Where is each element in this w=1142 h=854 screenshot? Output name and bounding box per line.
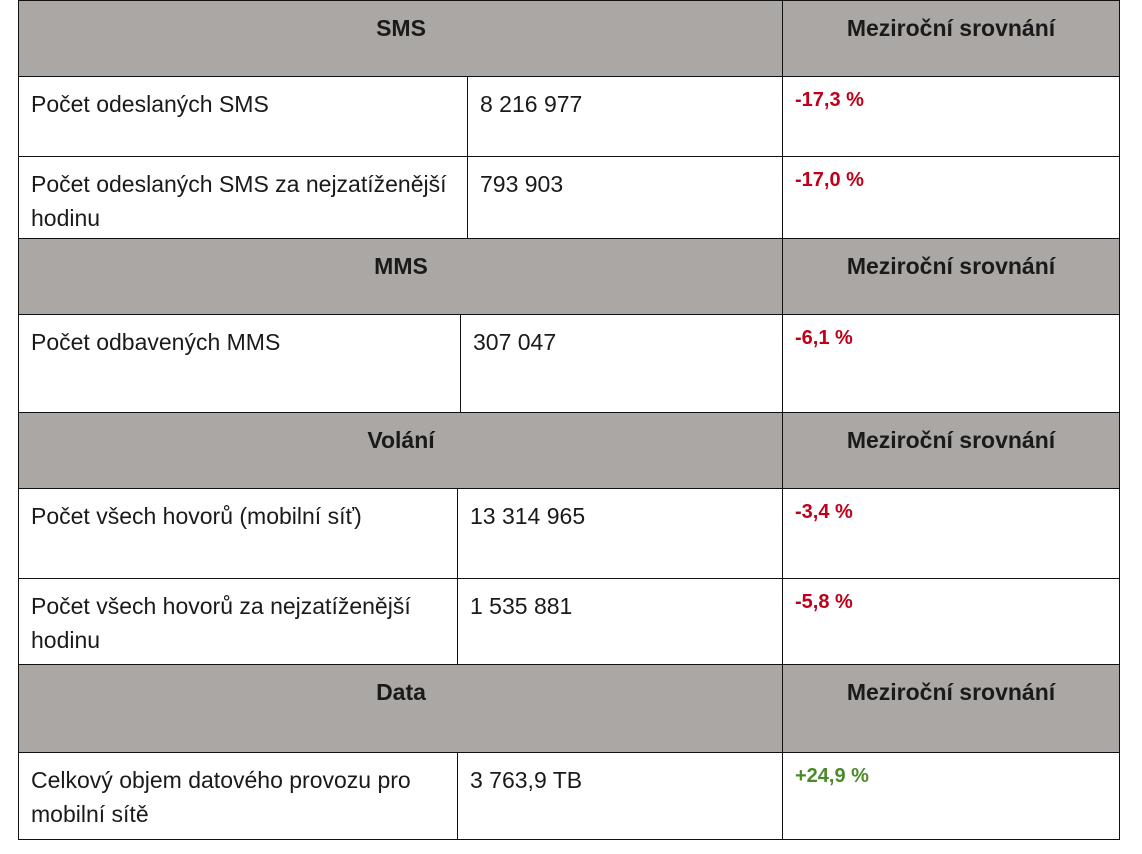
row-change: -3,4 % xyxy=(795,501,853,523)
section-title: Data xyxy=(376,679,426,705)
row-change: -17,3 % xyxy=(795,89,864,111)
compare-header: Meziroční srovnání xyxy=(846,15,1056,41)
row-value: 1 535 881 xyxy=(470,593,573,619)
row-change: -5,8 % xyxy=(795,591,853,613)
row-label: Celkový objem datového provozu pro mobil… xyxy=(31,767,411,827)
section-title: Volání xyxy=(367,427,435,453)
table-row: Počet všech hovorů za nejzatíženější hod… xyxy=(18,578,1120,666)
section-header-volani: Volání Meziroční srovnání xyxy=(18,412,1120,490)
table-row: Počet všech hovorů (mobilní síť) 13 314 … xyxy=(18,488,1120,580)
row-label: Počet všech hovorů za nejzatíženější hod… xyxy=(31,593,411,653)
table-row: Počet odeslaných SMS za nejzatíženější h… xyxy=(18,156,1120,240)
row-label: Počet odbavených MMS xyxy=(31,329,281,355)
table-row: Celkový objem datového provozu pro mobil… xyxy=(18,752,1120,840)
row-change: +24,9 % xyxy=(795,765,869,787)
row-value: 13 314 965 xyxy=(470,503,586,529)
table-row: Počet odbavených MMS 307 047 -6,1 % xyxy=(18,314,1120,414)
row-value: 793 903 xyxy=(480,171,564,197)
compare-header: Meziroční srovnání xyxy=(846,679,1056,705)
row-label: Počet odeslaných SMS za nejzatíženější h… xyxy=(31,171,447,231)
row-change: -17,0 % xyxy=(795,169,864,191)
section-header-mms: MMS Meziroční srovnání xyxy=(18,238,1120,316)
row-label: Počet všech hovorů (mobilní síť) xyxy=(31,503,362,529)
section-header-data: Data Meziroční srovnání xyxy=(18,664,1120,754)
section-title: MMS xyxy=(374,253,428,279)
table-row: Počet odeslaných SMS 8 216 977 -17,3 % xyxy=(18,76,1120,158)
compare-header: Meziroční srovnání xyxy=(846,427,1056,453)
row-value: 8 216 977 xyxy=(480,91,583,117)
compare-header: Meziroční srovnání xyxy=(846,253,1056,279)
statistics-table: SMS Meziroční srovnání Počet odeslaných … xyxy=(18,0,1120,840)
row-value: 307 047 xyxy=(473,329,557,355)
row-value: 3 763,9 TB xyxy=(470,767,583,793)
row-label: Počet odeslaných SMS xyxy=(31,91,269,117)
section-header-sms: SMS Meziroční srovnání xyxy=(18,0,1120,78)
section-title: SMS xyxy=(376,15,426,41)
row-change: -6,1 % xyxy=(795,327,853,349)
